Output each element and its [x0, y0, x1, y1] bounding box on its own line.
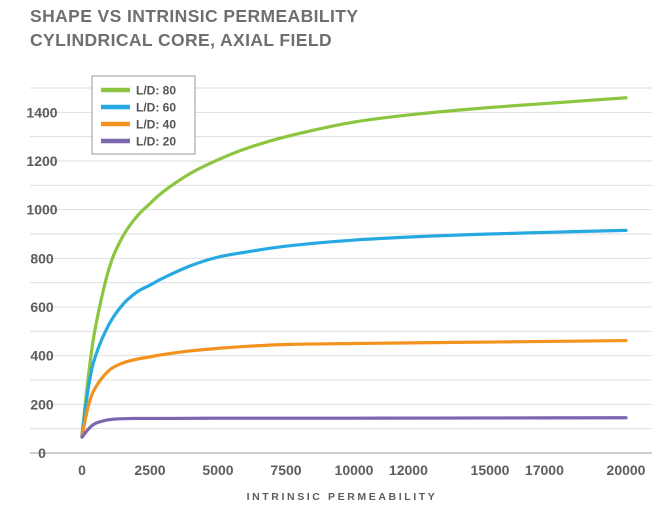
x-tick-label: 17000 — [525, 462, 564, 478]
legend-label: L/D: 80 — [136, 84, 176, 98]
y-tick-label: 1200 — [26, 153, 57, 169]
legend-label: L/D: 20 — [136, 135, 176, 149]
x-tick-label: 0 — [78, 462, 86, 478]
series-lines — [80, 96, 628, 439]
x-tick-label: 10000 — [335, 462, 374, 478]
chart-title-line-2: CYLINDRICAL CORE, AXIAL FIELD — [30, 30, 332, 50]
x-tick-label: 15000 — [471, 462, 510, 478]
legend-label: L/D: 60 — [136, 101, 176, 115]
chart-title-line-1: SHAPE VS INTRINSIC PERMEABILITY — [30, 6, 359, 26]
series-line — [80, 96, 628, 437]
x-axis-title: INTRINSIC PERMEABILITY — [247, 491, 438, 503]
x-tick-label: 5000 — [202, 462, 233, 478]
x-tick-label: 7500 — [270, 462, 301, 478]
y-tick-label: 1400 — [26, 104, 57, 120]
x-tick-label: 2500 — [134, 462, 165, 478]
legend: L/D: 80 L/D: 60 L/D: 40 L/D: 20 — [91, 75, 196, 155]
y-axis-ticks: 0 200 400 600 800 1000 1200 1400 — [26, 104, 57, 461]
y-tick-label: 1000 — [26, 202, 57, 218]
y-tick-label: 200 — [30, 396, 54, 412]
series-line — [80, 338, 628, 438]
x-tick-label: 12000 — [389, 462, 428, 478]
x-axis-ticks: 0 2500 5000 7500 10000 12000 15000 17000 20000 — [78, 462, 646, 478]
y-tick-label: 800 — [30, 250, 54, 266]
y-tick-label: 600 — [30, 299, 54, 315]
y-tick-label: 0 — [38, 445, 46, 461]
x-tick-label: 20000 — [607, 462, 646, 478]
y-tick-label: 400 — [30, 348, 54, 364]
series-line — [80, 228, 628, 437]
series-line — [80, 416, 628, 439]
legend-label: L/D: 40 — [136, 118, 176, 132]
